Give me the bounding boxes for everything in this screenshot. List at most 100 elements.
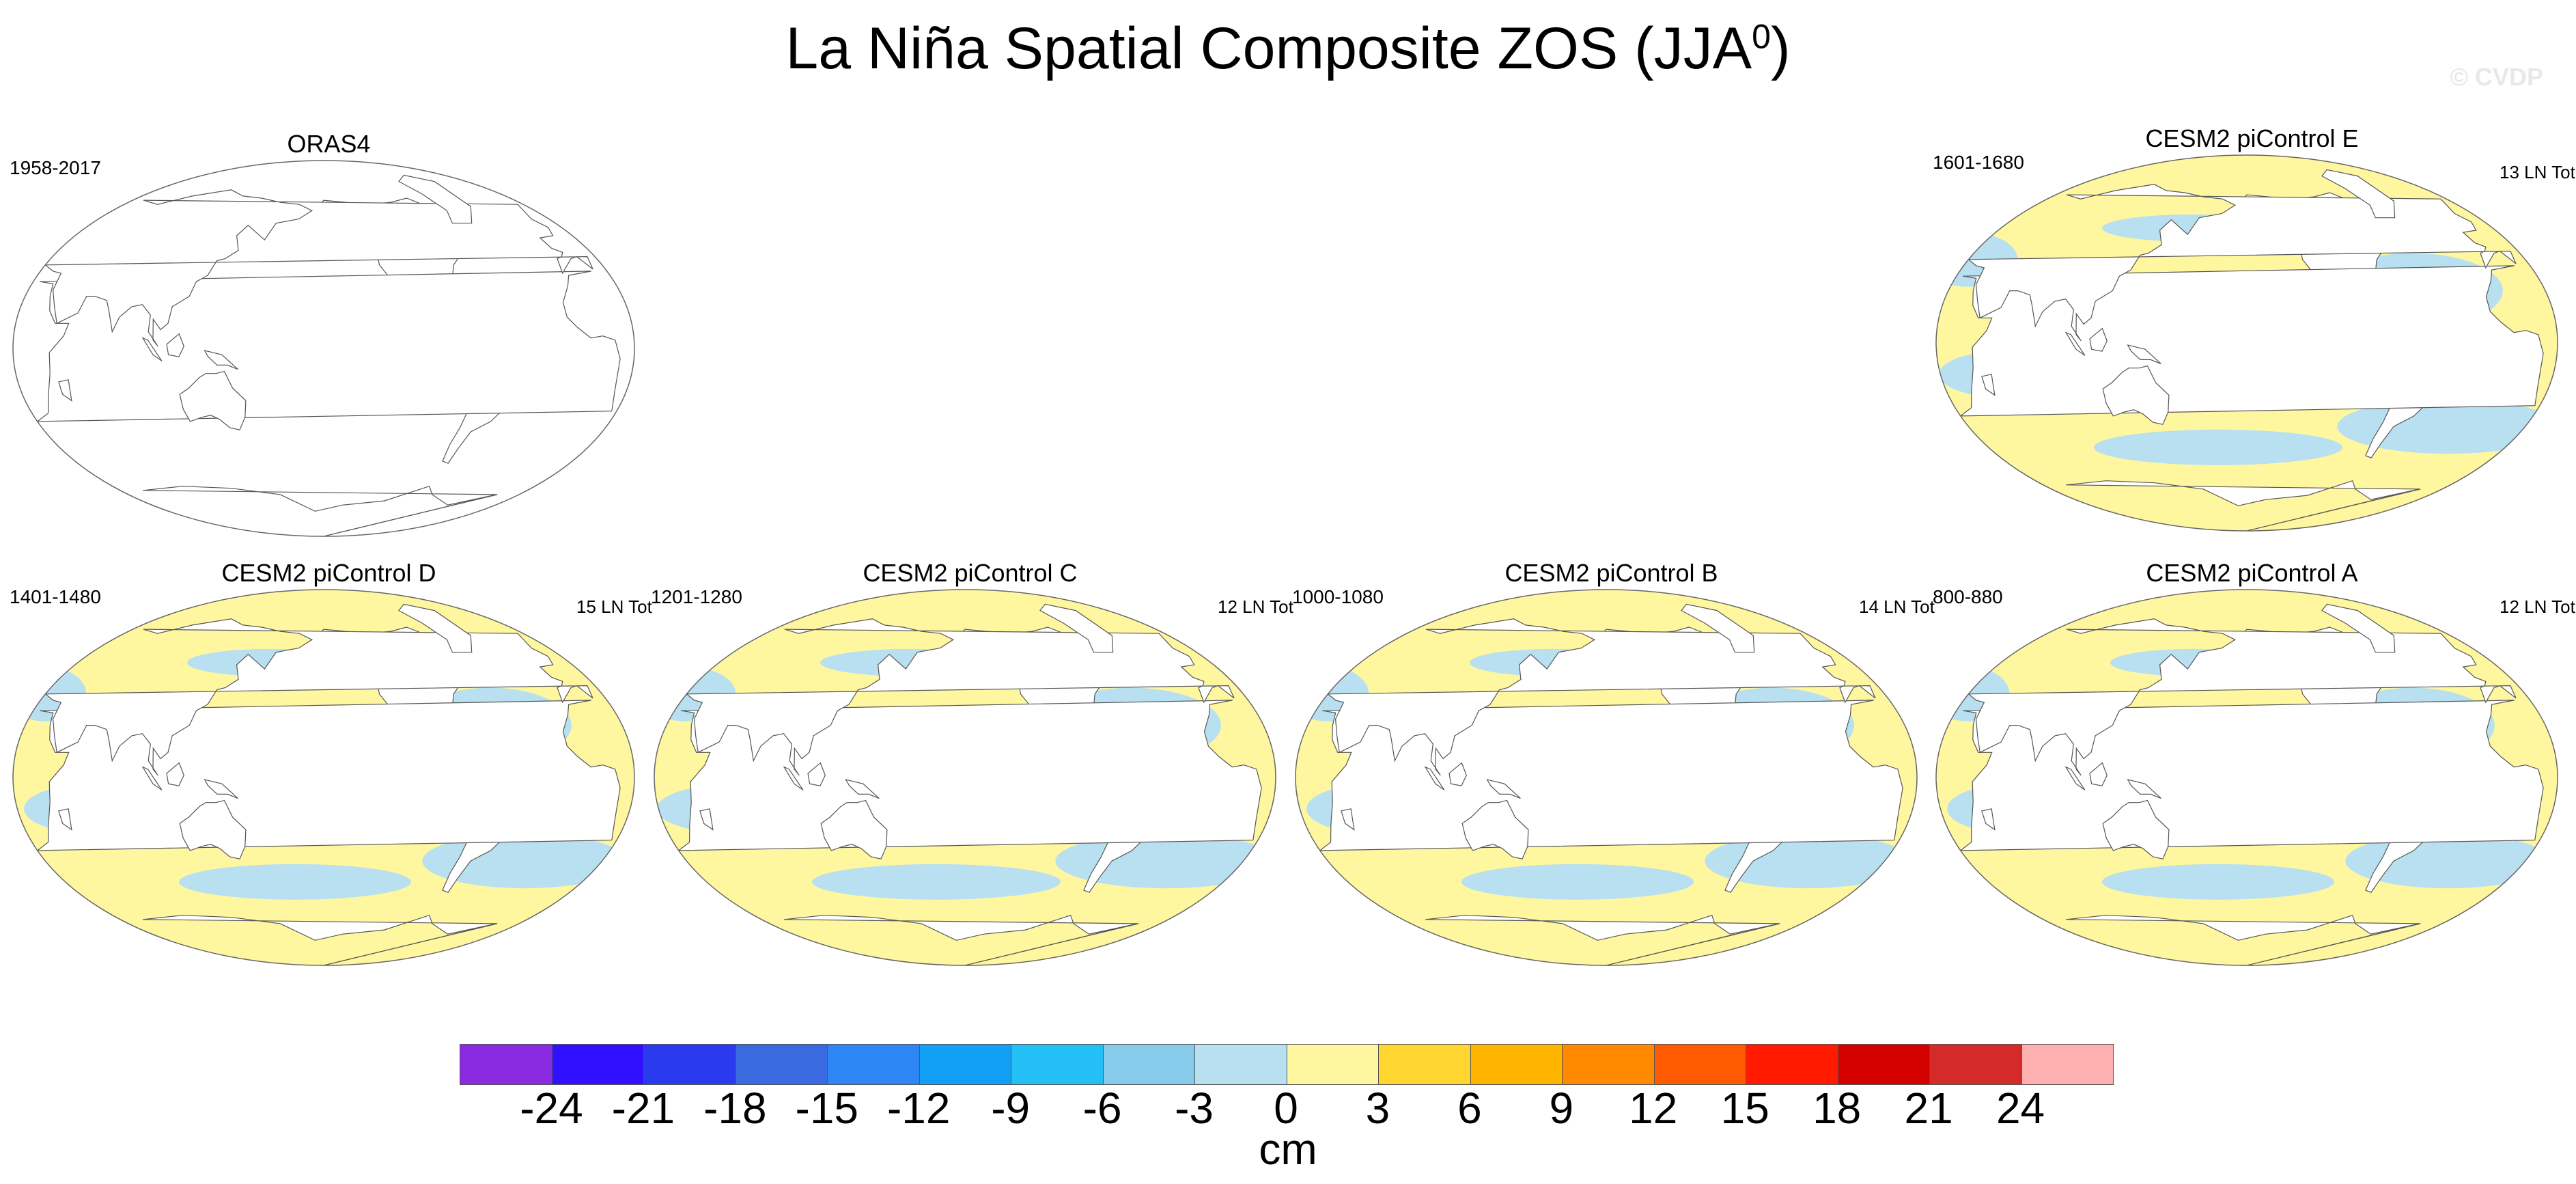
land-sumatra — [783, 766, 804, 790]
land-antarctica — [143, 485, 498, 536]
land-greenland — [1681, 603, 1755, 653]
land-africa — [1318, 700, 1903, 851]
colorbar-swatch — [1287, 1045, 1379, 1084]
robinson-map — [12, 160, 635, 537]
robinson-map — [12, 589, 635, 966]
colorbar-swatch — [1011, 1045, 1104, 1084]
land-africa — [36, 271, 621, 422]
colorbar-swatch — [1838, 1045, 1930, 1084]
panel-title: CESM2 piControl D — [221, 559, 436, 587]
figure-title: La Niña Spatial Composite ZOS (JJA0) — [785, 16, 1791, 81]
land-newGuinea — [1486, 779, 1521, 799]
robinson-map — [1295, 589, 1918, 966]
colorbar-swatch — [1103, 1045, 1195, 1084]
colorbar-tick-label: 24 — [1996, 1084, 2045, 1133]
anomaly-contour-neg3 — [2102, 864, 2334, 900]
panel-years: 1601-1680 — [1933, 152, 2024, 173]
land-africa — [677, 700, 1262, 851]
land-greenland — [398, 174, 473, 224]
colorbar-swatch — [1195, 1045, 1287, 1084]
panel-years: 1958-2017 — [10, 157, 101, 178]
colorbar-swatch — [2021, 1045, 2113, 1084]
panel-count: 12 LN Tot — [1218, 596, 1293, 617]
land-sumatra — [2064, 766, 2086, 790]
panel-years: 1201-1280 — [651, 586, 742, 607]
land-eurasia — [685, 618, 1235, 776]
land-antarctica — [143, 914, 498, 965]
land-africa — [1959, 700, 2544, 851]
panel-count: 14 LN Tot — [1859, 596, 1935, 617]
land-antarctica — [2066, 914, 2421, 965]
land-newGuinea — [204, 350, 238, 370]
cvdp-watermark: © CVDP — [2450, 63, 2543, 91]
colorbar — [460, 1044, 2114, 1085]
map-field — [1296, 590, 1917, 965]
panel-count: 12 LN Tot — [2500, 596, 2575, 617]
map-panel-cesm2-c: CESM2 piControl C 1201-1280 12 LN Tot — [651, 559, 1293, 966]
panel-years: 1000-1080 — [1292, 586, 1384, 607]
map-border — [1295, 589, 1918, 966]
land-greenland — [1039, 603, 1114, 653]
land-antarctica — [1425, 914, 1780, 965]
map-panel-cesm2-b: CESM2 piControl B 1000-1080 14 LN Tot — [1292, 559, 1935, 966]
land-greenland — [2321, 169, 2396, 219]
colorbar-tick-label: 0 — [1274, 1084, 1298, 1133]
land-newGuinea — [204, 779, 238, 799]
colorbar-tick-label: 18 — [1812, 1084, 1862, 1133]
land-africa — [36, 700, 621, 851]
panel-title: CESM2 piControl C — [863, 559, 1078, 587]
panel-years: 800-880 — [1933, 586, 2003, 607]
colorbar-swatch — [1930, 1045, 2022, 1084]
colorbar-swatch — [1470, 1045, 1563, 1084]
colorbar-swatch — [736, 1045, 828, 1084]
land-borneo — [166, 762, 184, 786]
land-madagascar — [58, 379, 72, 402]
land-borneo — [2089, 327, 2108, 352]
map-border — [1935, 154, 2558, 532]
colorbar-tick-label: -15 — [795, 1084, 859, 1133]
colorbar-swatch — [1563, 1045, 1655, 1084]
colorbar-tick-label: -24 — [520, 1084, 583, 1133]
colorbar-tick-label: 9 — [1549, 1084, 1574, 1133]
colorbar-tick-label: 21 — [1904, 1084, 1953, 1133]
colorbar-tick-label: 12 — [1629, 1084, 1678, 1133]
land-newGuinea — [2127, 344, 2161, 365]
map-panel-cesm2-a: CESM2 piControl A 800-880 12 LN Tot — [1933, 559, 2575, 966]
land-madagascar — [1981, 374, 1996, 396]
colorbar-swatch — [460, 1045, 552, 1084]
panel-title: ORAS4 — [287, 130, 371, 158]
land-eurasia — [44, 618, 593, 776]
colorbar-tick-label: -21 — [611, 1084, 675, 1133]
panel-title: CESM2 piControl B — [1504, 559, 1718, 587]
colorbar-tick-label: -12 — [886, 1084, 951, 1133]
land-antarctica — [2066, 480, 2421, 531]
land-australia — [2102, 365, 2170, 425]
colorbar-tick-label: 3 — [1365, 1084, 1390, 1133]
colorbar-tick-label: 6 — [1457, 1084, 1482, 1133]
land-australia — [820, 799, 888, 859]
anomaly-contour-neg3 — [179, 864, 411, 900]
map-panel-cesm2-d: CESM2 piControl D 1401-1480 15 LN Tot — [10, 559, 652, 966]
colorbar-swatch — [828, 1045, 920, 1084]
colorbar-tick-label: -3 — [1175, 1084, 1214, 1133]
land-borneo — [807, 762, 826, 786]
land-eurasia — [1326, 618, 1876, 776]
land-eurasia — [44, 189, 593, 347]
land-borneo — [2089, 762, 2108, 786]
panel-count: 13 LN Tot — [2500, 162, 2575, 182]
land-newGuinea — [845, 779, 880, 799]
colorbar-tick-label: -6 — [1082, 1084, 1122, 1133]
map-border — [12, 589, 635, 966]
map-field — [654, 590, 1276, 965]
map-field — [13, 590, 634, 965]
land-madagascar — [699, 808, 714, 831]
land-antarctica — [784, 914, 1139, 965]
map-field — [1936, 155, 2558, 531]
land-africa — [1959, 265, 2544, 417]
land-australia — [179, 799, 247, 859]
colorbar-swatch — [1379, 1045, 1471, 1084]
map-border — [1935, 589, 2558, 966]
map-field — [36, 174, 621, 536]
map-border — [654, 589, 1276, 966]
map-border — [12, 160, 635, 537]
